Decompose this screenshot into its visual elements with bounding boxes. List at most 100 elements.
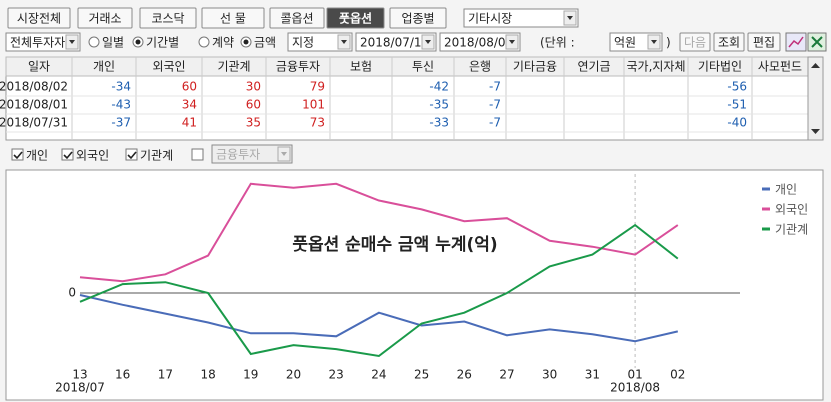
button-label: 코스닥 <box>151 12 184 26</box>
column-header: 외국인 <box>152 60 185 74</box>
cell-value: -40 <box>727 116 747 130</box>
cell-value: 41 <box>182 116 197 130</box>
scroll-up[interactable] <box>811 63 820 68</box>
button-label: 편집 <box>753 36 775 50</box>
dropdown-value: 기타시장 <box>468 12 512 26</box>
dropdown-arrow <box>651 40 657 44</box>
button[interactable] <box>713 32 745 52</box>
cell-value: 60 <box>182 80 197 94</box>
cell-value: -7 <box>489 116 501 130</box>
x-tick-label: 31 <box>585 368 600 382</box>
checkbox[interactable] <box>11 148 24 161</box>
button[interactable] <box>747 32 781 52</box>
cell-value: -43 <box>111 98 131 112</box>
button-label: 선 물 <box>220 12 246 26</box>
chart-title: 풋옵션 순매수 금액 누계(억) <box>292 235 497 255</box>
column-header: 은행 <box>469 59 491 74</box>
button[interactable] <box>139 7 197 29</box>
checkmark <box>127 151 137 160</box>
button-label: 조회 <box>718 36 740 50</box>
x-tick-label: 30 <box>542 368 557 382</box>
checkbox[interactable] <box>125 148 138 161</box>
radio-dot <box>135 39 141 45</box>
cell-value: 73 <box>310 116 325 130</box>
row-date: 2018/07/31 <box>0 116 68 130</box>
y-tick-label: 0 <box>68 285 76 299</box>
x-tick-label: 13 <box>72 368 87 382</box>
checkbox[interactable] <box>61 148 74 161</box>
dropdown[interactable] <box>355 32 437 52</box>
x-sublabel: 2018/08 <box>610 381 660 395</box>
button[interactable] <box>201 7 265 29</box>
scrollbar[interactable] <box>807 56 824 141</box>
column-header: 기타법인 <box>698 60 742 74</box>
radio-label: 기간별 <box>146 36 179 50</box>
series-line <box>79 182 679 283</box>
x-tick-label: 26 <box>457 368 472 382</box>
radio[interactable] <box>88 36 100 48</box>
cell-value: -35 <box>429 98 449 112</box>
x-tick-label: 23 <box>329 368 344 382</box>
checkmark <box>13 151 23 160</box>
column-header: 기타금융 <box>513 60 557 74</box>
dropdown-arrow <box>341 40 347 44</box>
x-tick-label: 25 <box>414 368 429 382</box>
dropdown-value: 지정 <box>292 36 314 50</box>
x-tick-label: 24 <box>371 368 386 382</box>
dropdown-arrow <box>425 40 431 44</box>
chart-frame <box>5 169 824 401</box>
column-header: 일자 <box>28 60 50 74</box>
button[interactable] <box>326 7 385 29</box>
cell-value: 79 <box>310 80 325 94</box>
button-label: 업종별 <box>401 12 434 26</box>
checkmark <box>63 151 73 160</box>
button-label: 콜옵션 <box>280 12 313 26</box>
row-date: 2018/08/02 <box>0 80 68 94</box>
series-line <box>79 294 679 343</box>
button[interactable] <box>7 7 71 29</box>
x-tick-label: 01 <box>627 368 642 382</box>
dropdown-arrow <box>509 40 515 44</box>
column-header: 기관계 <box>217 60 250 74</box>
x-tick-label: 20 <box>286 368 301 382</box>
cell-value: 101 <box>302 98 325 112</box>
x-sublabel: 2018/07 <box>55 381 105 395</box>
button-label: 거래소 <box>88 12 121 26</box>
toggle-label: 개인 <box>26 149 48 163</box>
scroll-down[interactable] <box>811 129 820 134</box>
button[interactable] <box>389 7 447 29</box>
dropdown[interactable] <box>287 32 353 52</box>
cell-value: -37 <box>111 116 131 130</box>
dropdown[interactable] <box>5 32 81 52</box>
excel-icon-mark <box>811 36 823 48</box>
x-tick-label: 17 <box>158 368 173 382</box>
dropdown-value: 금융투자 <box>216 148 260 162</box>
radio-dot <box>243 39 249 45</box>
toggle-label: 외국인 <box>76 149 109 163</box>
button-label: 시장전체 <box>17 12 61 26</box>
x-tick-label: 16 <box>115 368 130 382</box>
button[interactable] <box>269 7 325 29</box>
dropdown-value: 2018/07/13 <box>360 36 429 50</box>
series-line <box>79 223 679 358</box>
checkbox[interactable] <box>191 148 204 161</box>
button[interactable] <box>77 7 133 29</box>
dropdown[interactable] <box>439 32 521 52</box>
toggle-label: 기관계 <box>140 149 173 163</box>
button-label: 다음 <box>684 36 706 50</box>
x-tick-label: 19 <box>243 368 258 382</box>
cell-value: 34 <box>182 98 197 112</box>
cell-value: 30 <box>246 80 261 94</box>
row-date: 2018/08/01 <box>0 98 68 112</box>
legend-label: 개인 <box>775 183 797 197</box>
radio[interactable] <box>198 36 210 48</box>
button[interactable] <box>679 32 711 52</box>
cell-value: -34 <box>111 80 131 94</box>
dropdown-arrow <box>567 16 573 20</box>
column-header: 투신 <box>412 60 434 74</box>
dropdown[interactable] <box>463 8 579 28</box>
button-label: 풋옵션 <box>339 11 372 26</box>
dropdown[interactable] <box>211 144 293 164</box>
legend-label: 기관계 <box>775 223 808 237</box>
dropdown-value: 전체투자자 <box>10 36 65 50</box>
